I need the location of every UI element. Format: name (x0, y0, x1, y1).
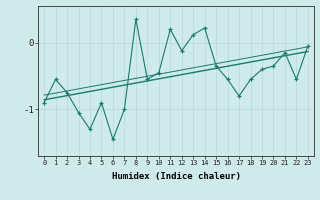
X-axis label: Humidex (Indice chaleur): Humidex (Indice chaleur) (111, 172, 241, 181)
